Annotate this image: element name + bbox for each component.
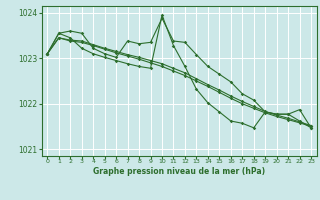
- X-axis label: Graphe pression niveau de la mer (hPa): Graphe pression niveau de la mer (hPa): [93, 167, 265, 176]
